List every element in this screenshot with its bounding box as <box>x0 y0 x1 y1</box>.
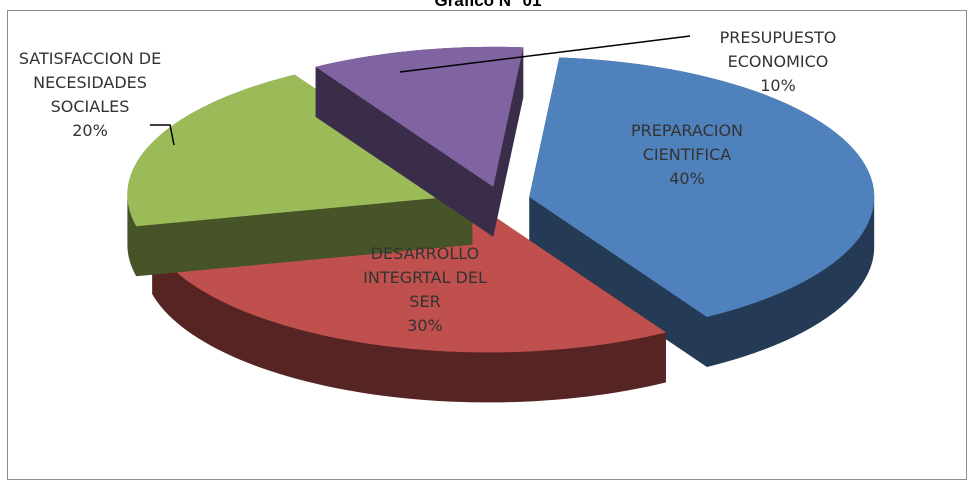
value-label: 40% <box>669 169 705 188</box>
value-label: 20% <box>72 121 108 140</box>
data-label: PRESUPUESTO ECONOMICO 10% <box>698 26 858 98</box>
slice <box>127 74 473 227</box>
category-label: DESARROLLO INTEGRTAL DEL SER <box>363 244 487 311</box>
category-label: SATISFACCION DE NECESIDADES SOCIALES <box>18 49 162 116</box>
slice <box>529 57 875 317</box>
category-label: PREPARACION CIENTIFICA <box>630 121 744 164</box>
value-label: 30% <box>407 316 443 335</box>
value-label: 10% <box>760 76 796 95</box>
category-label: PRESUPUESTO ECONOMICO <box>719 28 837 71</box>
data-label: PREPARACION CIENTIFICA 40% <box>607 119 767 191</box>
chart-title: Gráfico N° 01 <box>434 0 542 10</box>
leader-line <box>150 124 175 146</box>
slice <box>315 46 524 187</box>
data-label: DESARROLLO INTEGRTAL DEL SER 30% <box>345 242 505 338</box>
data-label: SATISFACCION DE NECESIDADES SOCIALES 20% <box>5 47 175 143</box>
leader-line <box>399 35 691 73</box>
